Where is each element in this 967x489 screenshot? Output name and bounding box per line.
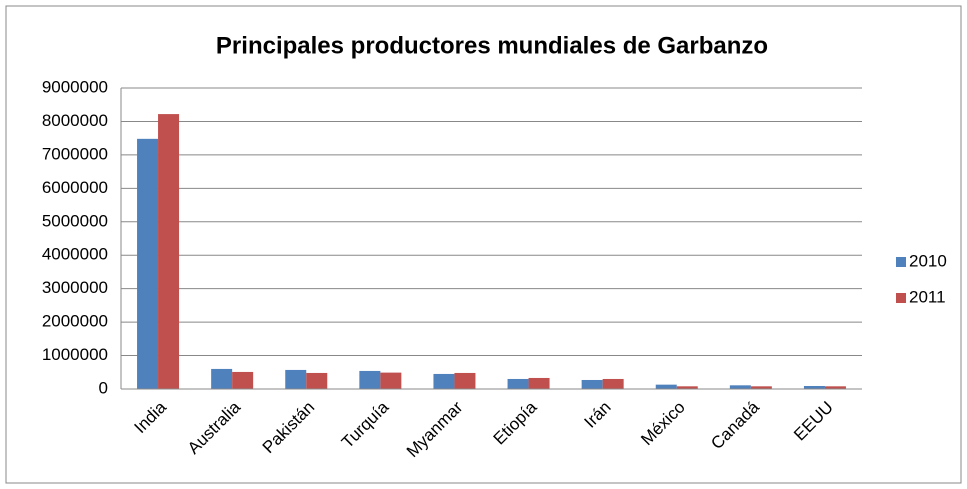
bar: [507, 378, 529, 389]
bar: [454, 372, 476, 389]
bar: [655, 384, 677, 389]
bar: [750, 386, 772, 389]
y-tick-label: 5000000: [42, 211, 108, 230]
legend-label: 2011: [909, 287, 946, 306]
y-tick-label: 9000000: [42, 77, 108, 96]
bar: [803, 385, 825, 389]
y-tick-label: 0: [99, 378, 108, 397]
bar: [602, 378, 624, 389]
bar: [285, 369, 307, 389]
bar: [581, 379, 603, 389]
bar: [824, 386, 846, 389]
bar: [211, 368, 233, 389]
y-tick-label: 2000000: [42, 312, 108, 331]
legend-swatch: [896, 293, 906, 303]
y-tick-label: 7000000: [42, 144, 108, 163]
legend-label: 2010: [909, 251, 947, 270]
y-tick-label: 1000000: [42, 345, 108, 364]
legend-swatch: [896, 257, 906, 267]
bar: [137, 138, 159, 389]
chart-title: Principales productores mundiales de Gar…: [216, 32, 768, 59]
y-tick-label: 8000000: [42, 111, 108, 130]
bar: [433, 373, 455, 389]
bar: [729, 385, 751, 389]
bar: [380, 372, 402, 389]
bar: [158, 114, 180, 389]
bar: [528, 377, 550, 389]
bar: [306, 372, 328, 389]
y-tick-label: 4000000: [42, 245, 108, 264]
bar: [676, 386, 698, 389]
bar: [359, 370, 381, 389]
y-tick-label: 3000000: [42, 278, 108, 297]
bar: [232, 371, 254, 389]
y-tick-label: 6000000: [42, 178, 108, 197]
